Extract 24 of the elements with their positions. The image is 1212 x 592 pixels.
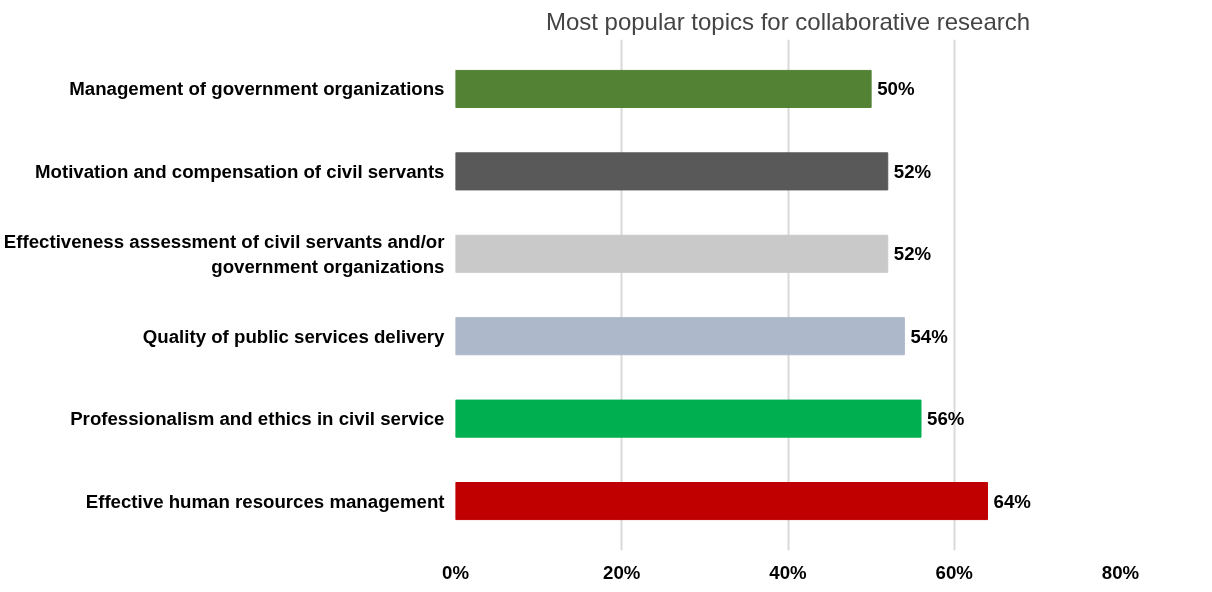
bar <box>455 317 905 356</box>
bar <box>455 234 889 273</box>
x-tick-label: 20% <box>603 561 641 583</box>
data-label: 52% <box>893 243 932 265</box>
bar <box>455 399 922 438</box>
x-tick-label: 0% <box>442 561 470 583</box>
data-label: 54% <box>910 325 949 347</box>
y-tick-label: Motivation and compensation of civil servants <box>35 160 445 182</box>
y-tick-label: Quality of public services delivery <box>142 325 446 347</box>
y-tick-label: Effectiveness assessment of civil servants and/or government organizations <box>3 230 445 277</box>
x-tick-label: 60% <box>935 561 974 583</box>
bar <box>455 482 988 521</box>
bar <box>455 69 872 108</box>
bar <box>455 152 889 191</box>
x-tick-label: 40% <box>769 561 808 583</box>
y-tick-label: Management of government organizations <box>69 78 445 100</box>
data-label: 52% <box>893 160 932 182</box>
data-label: 50% <box>877 78 915 100</box>
chart-title: Most popular topics for collaborative research <box>545 7 1031 35</box>
x-tick-label: 80% <box>1101 561 1140 583</box>
data-label: 64% <box>993 490 1032 512</box>
y-tick-label: Effective human resources management <box>85 490 445 512</box>
data-label: 56% <box>927 408 965 430</box>
y-tick-label: Professionalism and ethics in civil service <box>70 408 445 430</box>
